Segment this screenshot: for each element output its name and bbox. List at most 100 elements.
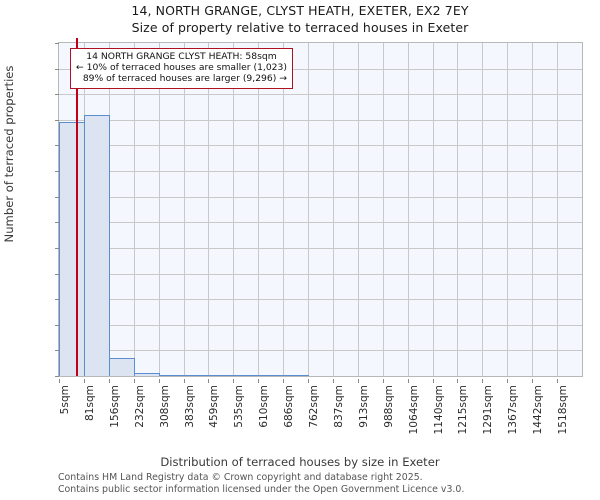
x-axis-tick-mark (532, 379, 533, 383)
plot-area: 0500100015002000250030003500400045005000… (55, 38, 583, 435)
x-axis-tick-mark (507, 379, 508, 383)
page-title: 14, NORTH GRANGE, CLYST HEATH, EXETER, E… (131, 3, 469, 18)
gridline-vertical (482, 43, 483, 376)
y-axis-tick-mark (55, 222, 59, 224)
x-axis-tick-label: 232sqm (134, 385, 146, 428)
x-axis-label: Distribution of terraced houses by size … (160, 455, 440, 469)
y-axis-tick-mark (55, 145, 59, 147)
footer-attribution: Contains HM Land Registry data © Crown c… (58, 472, 598, 495)
gridline-vertical (308, 43, 309, 376)
bar (84, 114, 110, 376)
annotation-line-larger: 89% of terraced houses are larger (9,296… (82, 73, 287, 85)
x-axis-tick-label: 81sqm (84, 385, 96, 422)
gridline-horizontal (59, 196, 582, 198)
bar (283, 374, 309, 376)
x-axis-tick-label: 1140sqm (433, 385, 445, 435)
x-axis-tick-mark (557, 379, 558, 383)
gridline-horizontal (59, 94, 582, 96)
x-axis-tick-label: 459sqm (208, 385, 220, 428)
x-axis-tick-mark (308, 379, 309, 383)
x-axis-tick-label: 988sqm (383, 385, 395, 428)
x-axis-tick-mark (233, 379, 234, 383)
gridline-horizontal (59, 68, 582, 70)
x-axis-tick-mark (383, 379, 384, 383)
gridline-vertical (457, 43, 458, 376)
chart-subtitle: Size of property relative to terraced ho… (131, 20, 469, 35)
gridline-vertical (557, 43, 558, 376)
x-axis-tick-label: 837sqm (333, 385, 345, 428)
bar (233, 374, 259, 376)
gridline-vertical (184, 43, 185, 376)
x-axis-tick-mark (84, 379, 85, 383)
x-axis-tick-mark (159, 379, 160, 383)
y-axis-tick-mark (55, 376, 59, 377)
x-axis-tick-label: 1215sqm (457, 385, 469, 435)
x-axis-tick-mark (184, 379, 185, 383)
x-axis-tick-label: 686sqm (283, 385, 295, 428)
x-axis-tick-label: 1518sqm (557, 385, 569, 435)
y-axis-tick-mark (55, 350, 59, 352)
gridline-vertical (283, 43, 284, 376)
gridline-horizontal (59, 324, 582, 326)
x-axis-tick-mark (134, 379, 135, 383)
gridline-vertical (433, 43, 434, 376)
x-axis-tick-mark (283, 379, 284, 383)
bar (59, 122, 85, 376)
property-marker-line (76, 38, 79, 376)
x-axis-tick-mark (408, 379, 409, 383)
y-axis-tick-mark (55, 324, 59, 326)
x-axis-tick-label: 1291sqm (482, 385, 494, 435)
gridline-horizontal (59, 299, 582, 301)
gridline-vertical (233, 43, 234, 376)
x-axis-tick-mark (109, 379, 110, 383)
x-axis-tick-label: 1442sqm (532, 385, 544, 435)
footer-line-2: Contains public sector information licen… (58, 483, 465, 495)
annotation-line-property: 14 NORTH GRANGE CLYST HEATH: 58sqm (86, 51, 277, 62)
x-axis-tick-mark (59, 379, 60, 383)
gridline-vertical (358, 43, 359, 376)
annotation-line-smaller: ← 10% of terraced houses are smaller (1,… (76, 62, 287, 74)
y-axis-tick-mark (55, 196, 59, 198)
y-axis-tick-mark (55, 299, 59, 301)
x-axis-tick-mark (258, 379, 259, 383)
x-axis-tick-mark (358, 379, 359, 383)
x-axis-tick-label: 610sqm (258, 385, 270, 428)
x-axis-tick-label: 156sqm (109, 385, 121, 428)
gridline-horizontal (59, 350, 582, 352)
gridline-vertical (408, 43, 409, 376)
gridline-vertical (208, 43, 209, 376)
y-axis-tick-mark (55, 247, 59, 249)
gridline-horizontal (59, 247, 582, 249)
x-axis-tick-mark (457, 379, 458, 383)
gridline-horizontal (59, 222, 582, 224)
gridline-horizontal (59, 171, 582, 173)
footer-line-1: Contains HM Land Registry data © Crown c… (58, 472, 423, 483)
property-annotation-box: 14 NORTH GRANGE CLYST HEATH: 58sqm ← 10%… (70, 48, 293, 89)
gridline-horizontal (59, 145, 582, 147)
y-axis-tick-mark (55, 94, 59, 96)
bar (258, 374, 284, 376)
gridline-vertical (159, 43, 160, 376)
y-axis-tick-mark (55, 171, 59, 173)
x-axis-tick-label: 1367sqm (507, 385, 519, 435)
gridline-vertical (532, 43, 533, 376)
y-axis-tick-mark (55, 273, 59, 275)
gridline-vertical (134, 43, 135, 376)
x-axis-tick-label: 383sqm (184, 385, 196, 428)
x-axis-tick-label: 913sqm (358, 385, 370, 428)
y-axis-tick-mark (55, 119, 59, 121)
y-axis-label: Number of terraced properties (2, 65, 16, 243)
bar (208, 374, 234, 376)
gridline-horizontal (59, 119, 582, 121)
bar (184, 374, 209, 376)
gridline-vertical (383, 43, 384, 376)
x-axis-tick-label: 762sqm (308, 385, 320, 428)
gridline-horizontal (59, 273, 582, 275)
bar (109, 358, 135, 376)
x-axis-tick-label: 308sqm (159, 385, 171, 428)
x-axis-tick-mark (433, 379, 434, 383)
bar (159, 374, 185, 376)
gridline-vertical (333, 43, 334, 376)
x-axis-tick-label: 1064sqm (408, 385, 420, 435)
